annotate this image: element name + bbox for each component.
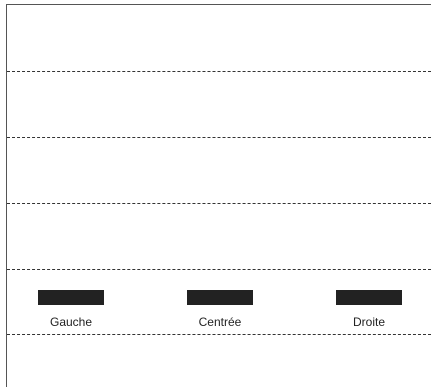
align-left-label: Gauche (49, 315, 93, 329)
align-center-label: Centrée (198, 315, 242, 329)
dashed-divider (7, 137, 431, 138)
align-right-option[interactable]: Droite (336, 290, 402, 330)
align-right-bar[interactable] (336, 290, 402, 305)
align-left-option[interactable]: Gauche (38, 290, 104, 330)
align-center-bar[interactable] (187, 290, 253, 305)
dashed-divider (7, 71, 431, 72)
align-right-label: Droite (352, 315, 385, 329)
dashed-divider (7, 334, 431, 335)
panel-frame (6, 4, 431, 387)
align-center-option[interactable]: Centrée (187, 290, 253, 330)
dashed-divider (7, 269, 431, 270)
dashed-divider (7, 203, 431, 204)
align-left-bar[interactable] (38, 290, 104, 305)
